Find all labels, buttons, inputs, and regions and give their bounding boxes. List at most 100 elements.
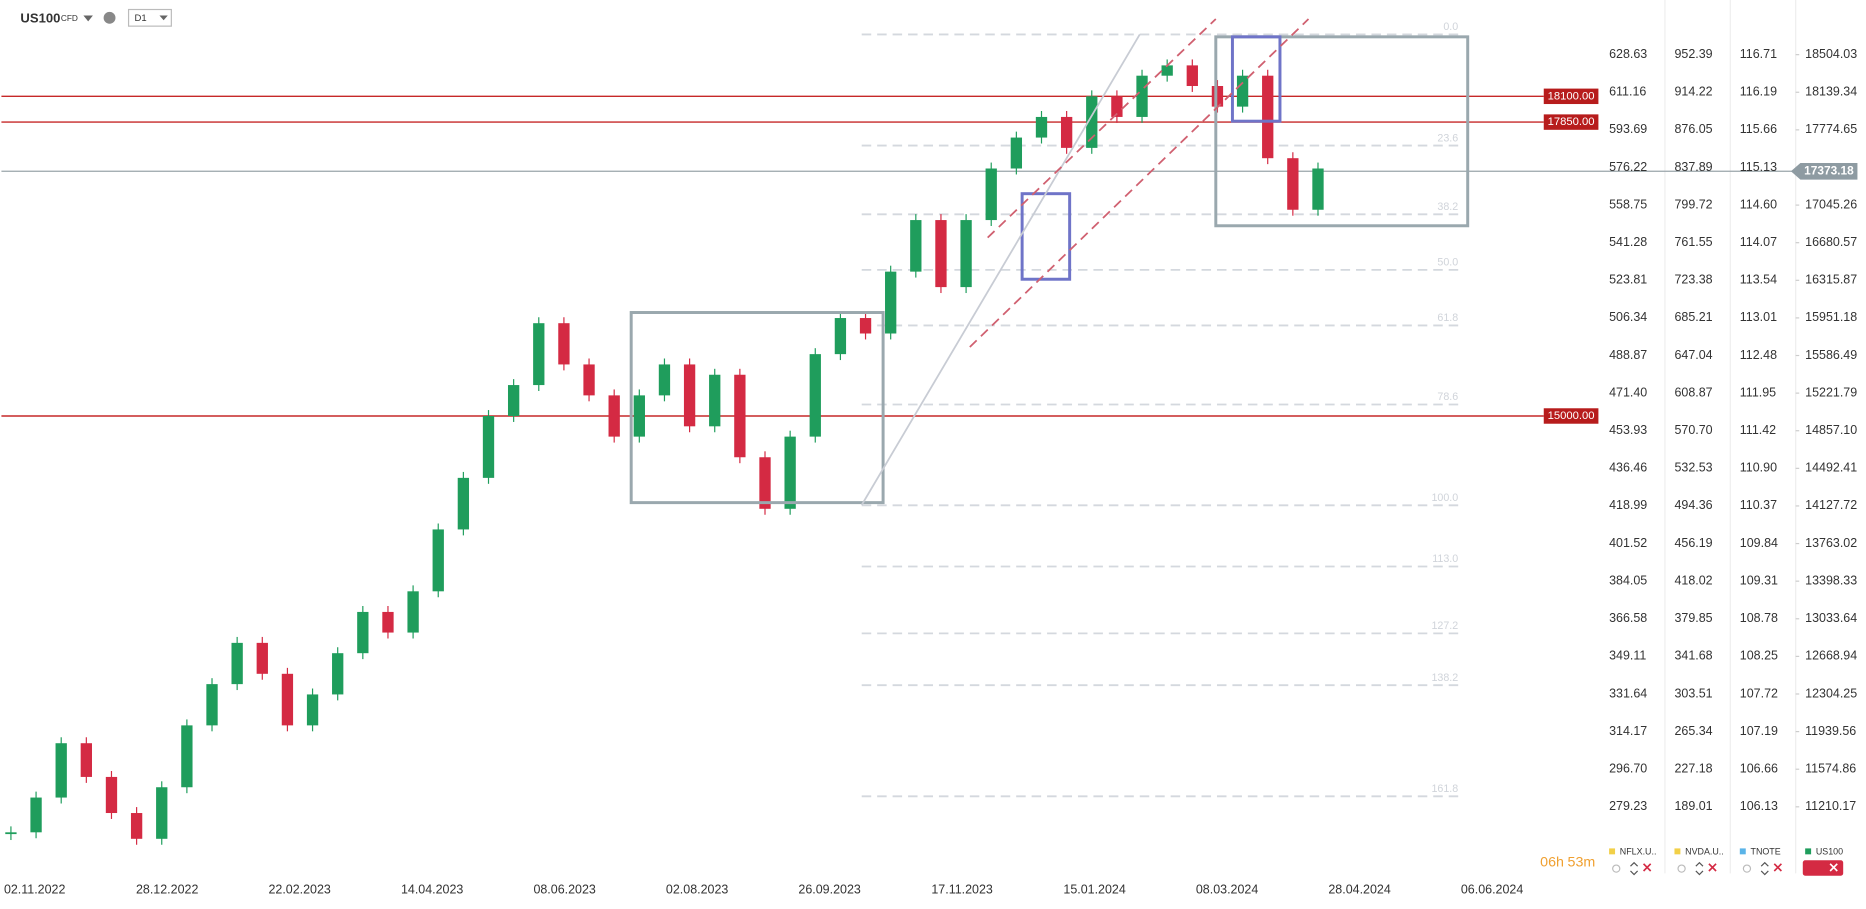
tab-label[interactable]: NVDA.U.. xyxy=(1685,846,1724,856)
y-tick-label: 17774.65 xyxy=(1805,122,1857,136)
scale-label: 647.04 xyxy=(1674,348,1712,362)
y-tick-label: 16315.87 xyxy=(1805,273,1857,287)
fib-label: 138.2 xyxy=(1431,672,1458,684)
scale-label: 341.68 xyxy=(1674,649,1712,663)
scale-label: 611.16 xyxy=(1609,85,1646,99)
candle xyxy=(482,416,495,478)
scale-label: 112.48 xyxy=(1740,348,1777,362)
candle xyxy=(709,374,721,427)
candle xyxy=(935,220,947,288)
y-tick-label: 13763.02 xyxy=(1805,536,1857,550)
candle xyxy=(181,725,193,788)
scale-label: 837.89 xyxy=(1674,160,1712,174)
scale-label: 952.39 xyxy=(1674,47,1712,61)
scale-label: 331.64 xyxy=(1609,686,1647,700)
level-tag xyxy=(1543,408,1599,424)
candle xyxy=(960,220,972,288)
axes: 18504.03 18139.34 17774.65 17045.26 16680.57… xyxy=(4,47,1858,896)
candle xyxy=(382,611,394,633)
scale-label: 106.13 xyxy=(1740,799,1778,813)
candle xyxy=(683,364,696,427)
candle xyxy=(1312,168,1324,210)
interval-select[interactable] xyxy=(127,8,172,27)
symbol[interactable]: US100 xyxy=(20,10,60,25)
candle xyxy=(206,684,218,726)
scale-label: 116.19 xyxy=(1740,85,1777,99)
tab-dot xyxy=(1739,848,1746,855)
interval[interactable]: D1 xyxy=(135,13,147,24)
candle xyxy=(608,395,620,437)
candle xyxy=(784,436,796,509)
scale-label: 384.05 xyxy=(1609,573,1647,587)
candle xyxy=(633,395,645,437)
candle xyxy=(658,364,671,396)
candle xyxy=(432,529,444,592)
candle xyxy=(759,457,771,509)
flag-box xyxy=(1020,192,1072,281)
info-icon[interactable] xyxy=(103,11,116,24)
candle xyxy=(1111,96,1123,117)
tab-dot xyxy=(1674,848,1681,855)
scale-label: 113.01 xyxy=(1740,310,1777,324)
fib-label: 113.0 xyxy=(1432,553,1458,565)
tab-arrows[interactable] xyxy=(1630,861,1639,876)
candle xyxy=(156,787,168,839)
scale-label: 113.54 xyxy=(1740,273,1777,287)
candle xyxy=(1236,75,1249,107)
candle xyxy=(105,776,118,814)
candle xyxy=(583,364,595,396)
tab-label[interactable]: TNOTE xyxy=(1751,846,1781,856)
candle xyxy=(1262,75,1274,159)
candle xyxy=(1035,116,1048,138)
x-tick-label: 28.12.2022 xyxy=(136,882,198,896)
scale-label: 418.02 xyxy=(1674,573,1712,587)
scale-label: 456.19 xyxy=(1674,536,1712,550)
x-tick-label: 17.11.2023 xyxy=(931,882,993,896)
tab-label[interactable]: NFLX.U.. xyxy=(1620,846,1657,856)
y-tick-label: 15951.18 xyxy=(1805,310,1857,324)
tab-close[interactable] xyxy=(1829,863,1838,872)
tab-label[interactable]: US100 xyxy=(1816,846,1843,856)
scale-label: 418.99 xyxy=(1609,498,1647,512)
candle xyxy=(357,611,369,654)
tab-arrows[interactable] xyxy=(1760,861,1769,876)
x-tick-label: 28.04.2024 xyxy=(1328,882,1390,896)
tab-eye[interactable] xyxy=(1677,864,1686,873)
candle xyxy=(1287,158,1299,210)
x-tick-label: 02.08.2023 xyxy=(666,882,728,896)
scale-label: 401.52 xyxy=(1609,536,1647,550)
level-tag xyxy=(1543,88,1599,105)
symbol-dropdown[interactable] xyxy=(83,15,93,22)
candle xyxy=(885,271,897,334)
scale-label: 523.81 xyxy=(1609,273,1647,287)
tab-eye[interactable] xyxy=(1612,864,1621,873)
tab-arrows[interactable] xyxy=(1695,861,1704,876)
scale-label: 114.60 xyxy=(1740,197,1777,211)
candle xyxy=(1161,65,1173,76)
candle xyxy=(30,797,42,833)
candle xyxy=(834,318,847,355)
candle xyxy=(80,743,92,777)
scale-label: 379.85 xyxy=(1674,611,1712,625)
tab-close[interactable] xyxy=(1708,863,1717,872)
scale-label: 108.78 xyxy=(1740,611,1778,625)
scale-label: 506.34 xyxy=(1609,310,1647,324)
fib-label: 61.8 xyxy=(1437,312,1458,324)
tabs: NFLX.U.. NVDA.U.. TNOTE US100 xyxy=(1609,846,1844,876)
level-tag xyxy=(1543,114,1599,130)
scale-label: 488.87 xyxy=(1609,348,1647,362)
fib-label: 100.0 xyxy=(1431,492,1458,504)
candle xyxy=(734,374,746,458)
scale-label: 107.19 xyxy=(1740,724,1778,738)
tab-trade[interactable] xyxy=(1802,860,1844,876)
tab-close[interactable] xyxy=(1773,863,1782,872)
candle xyxy=(533,323,545,386)
y-tick-label: 11939.56 xyxy=(1805,724,1856,738)
scale-label: 107.72 xyxy=(1740,686,1778,700)
candle xyxy=(1010,137,1023,169)
candle xyxy=(281,673,294,726)
tab-close[interactable] xyxy=(1642,863,1652,872)
scale-label: 761.55 xyxy=(1674,235,1712,249)
tab-eye[interactable] xyxy=(1742,864,1752,873)
candle xyxy=(910,220,922,272)
